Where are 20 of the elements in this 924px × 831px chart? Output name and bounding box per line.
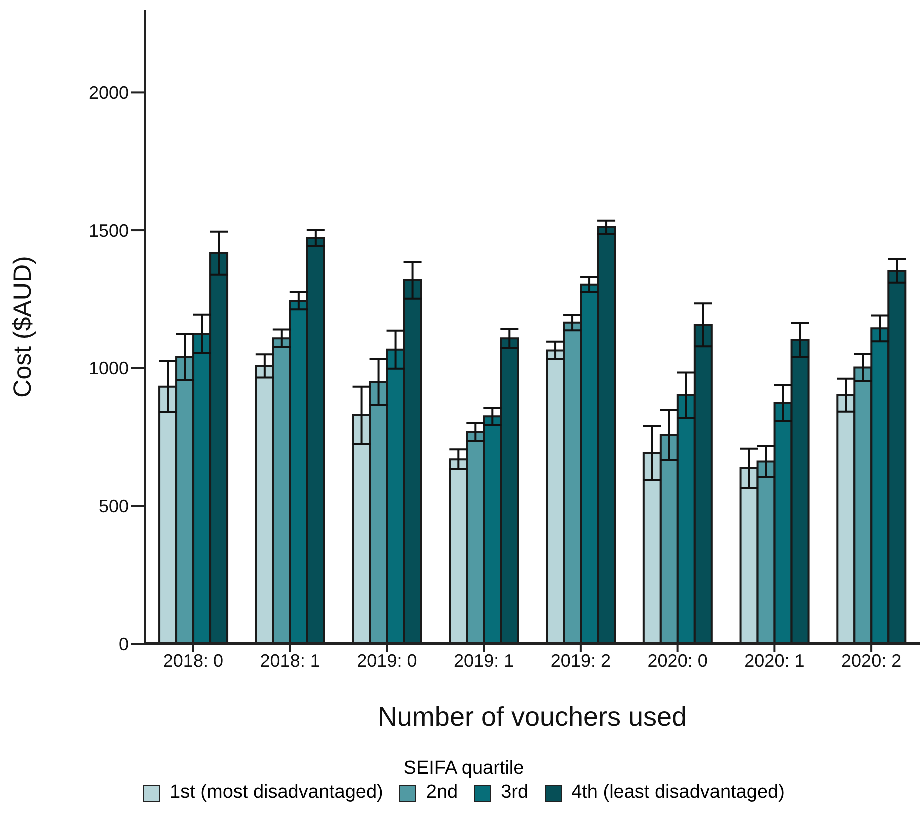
- y-tick-label: 1000: [88, 358, 129, 379]
- x-tick-label: 2018: 1: [260, 650, 320, 671]
- x-tick-label: 2020: 2: [842, 650, 902, 671]
- y-axis-title: Cost ($AUD): [8, 256, 37, 398]
- y-tick-label: 1500: [88, 220, 129, 241]
- legend-label: 2nd: [425, 782, 458, 804]
- y-tick-label: 500: [98, 496, 129, 517]
- legend-label: 4th (least disadvantaged): [570, 782, 785, 804]
- y-tick-label: 0: [118, 634, 129, 654]
- x-tick-label: 2019: 2: [550, 650, 611, 671]
- y-tick-label: 2000: [88, 83, 129, 104]
- x-axis-title: Number of vouchers used: [378, 702, 688, 732]
- x-tick-label: 2018: 0: [163, 650, 224, 671]
- legend-label: 1st (most disadvantaged): [169, 782, 384, 804]
- x-tick-label: 2020: 1: [744, 650, 805, 671]
- legend-label: 3rd: [500, 782, 529, 804]
- legend-title: SEIFA quartile: [402, 758, 526, 780]
- x-tick-label: 2019: 0: [357, 650, 418, 671]
- x-tick-label: 2020: 0: [648, 650, 708, 671]
- x-tick-label: 2019: 1: [454, 650, 514, 671]
